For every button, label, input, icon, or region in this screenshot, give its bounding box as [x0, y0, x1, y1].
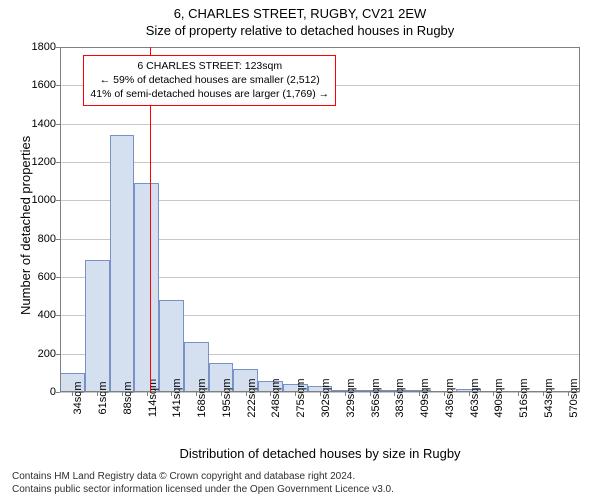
x-tick-label: 570sqm — [568, 378, 580, 417]
x-tick-label: 168sqm — [196, 378, 208, 417]
x-tick-label: 275sqm — [295, 378, 307, 417]
x-tick-mark — [543, 392, 544, 396]
x-tick-label: 516sqm — [518, 378, 530, 417]
x-tick-label: 61sqm — [97, 381, 109, 414]
callout-line1: 6 CHARLES STREET: 123sqm — [90, 59, 329, 73]
chart-container: 6, CHARLES STREET, RUGBY, CV21 2EW Size … — [0, 0, 600, 500]
callout-line3: 41% of semi-detached houses are larger (… — [90, 87, 329, 101]
y-tick-label: 1200 — [32, 156, 56, 168]
x-tick-mark — [568, 392, 569, 396]
y-tick-label: 1400 — [32, 118, 56, 130]
x-tick-mark — [196, 392, 197, 396]
chart-title-address: 6, CHARLES STREET, RUGBY, CV21 2EW — [0, 6, 600, 21]
x-tick-label: 356sqm — [370, 378, 382, 417]
gridline-h — [60, 162, 580, 163]
x-tick-mark — [493, 392, 494, 396]
x-tick-mark — [122, 392, 123, 396]
x-tick-mark — [295, 392, 296, 396]
y-tick-mark — [56, 392, 60, 393]
x-tick-mark — [270, 392, 271, 396]
x-tick-label: 302sqm — [320, 378, 332, 417]
x-axis-title: Distribution of detached houses by size … — [60, 446, 580, 461]
x-tick-label: 248sqm — [270, 378, 282, 417]
plot-area: 02004006008001000120014001600180034sqm61… — [60, 47, 580, 392]
x-tick-label: 114sqm — [147, 379, 159, 417]
x-tick-mark — [469, 392, 470, 396]
x-tick-mark — [72, 392, 73, 396]
axis-line — [60, 391, 580, 392]
x-tick-label: 195sqm — [221, 378, 233, 417]
x-tick-label: 329sqm — [345, 378, 357, 417]
x-tick-mark — [419, 392, 420, 396]
y-tick-label: 600 — [38, 271, 56, 283]
histogram-bar — [85, 260, 110, 392]
x-tick-mark — [370, 392, 371, 396]
x-tick-mark — [394, 392, 395, 396]
x-tick-label: 490sqm — [493, 378, 505, 417]
x-tick-label: 409sqm — [419, 378, 431, 417]
callout-box: 6 CHARLES STREET: 123sqm← 59% of detache… — [83, 55, 336, 106]
axis-line — [60, 47, 61, 392]
chart-title-description: Size of property relative to detached ho… — [0, 23, 600, 38]
x-tick-label: 141sqm — [171, 378, 183, 417]
x-tick-label: 34sqm — [72, 381, 84, 414]
y-tick-label: 400 — [38, 309, 56, 321]
y-tick-label: 200 — [38, 348, 56, 360]
y-tick-label: 1600 — [32, 79, 56, 91]
axis-line — [579, 47, 580, 392]
footer-attribution: Contains HM Land Registry data © Crown c… — [12, 470, 394, 496]
x-tick-mark — [147, 392, 148, 396]
x-tick-label: 222sqm — [246, 378, 258, 417]
x-tick-label: 543sqm — [543, 378, 555, 417]
gridline-h — [60, 124, 580, 125]
x-tick-mark — [345, 392, 346, 396]
histogram-bar — [110, 135, 135, 392]
x-tick-label: 88sqm — [122, 381, 134, 414]
x-tick-mark — [97, 392, 98, 396]
x-tick-mark — [518, 392, 519, 396]
x-tick-mark — [246, 392, 247, 396]
x-tick-label: 383sqm — [394, 378, 406, 417]
histogram-bar — [134, 183, 159, 392]
y-tick-label: 1800 — [32, 41, 56, 53]
x-tick-mark — [171, 392, 172, 396]
x-tick-mark — [444, 392, 445, 396]
x-tick-label: 463sqm — [469, 378, 481, 417]
x-tick-mark — [320, 392, 321, 396]
x-tick-label: 436sqm — [444, 378, 456, 417]
y-tick-label: 800 — [38, 233, 56, 245]
footer-line2: Contains public sector information licen… — [12, 483, 394, 496]
callout-line2: ← 59% of detached houses are smaller (2,… — [90, 73, 329, 87]
axis-line — [60, 47, 580, 48]
footer-line1: Contains HM Land Registry data © Crown c… — [12, 470, 394, 483]
y-axis-title: Number of detached properties — [18, 135, 33, 314]
x-tick-mark — [221, 392, 222, 396]
y-tick-label: 1000 — [32, 194, 56, 206]
